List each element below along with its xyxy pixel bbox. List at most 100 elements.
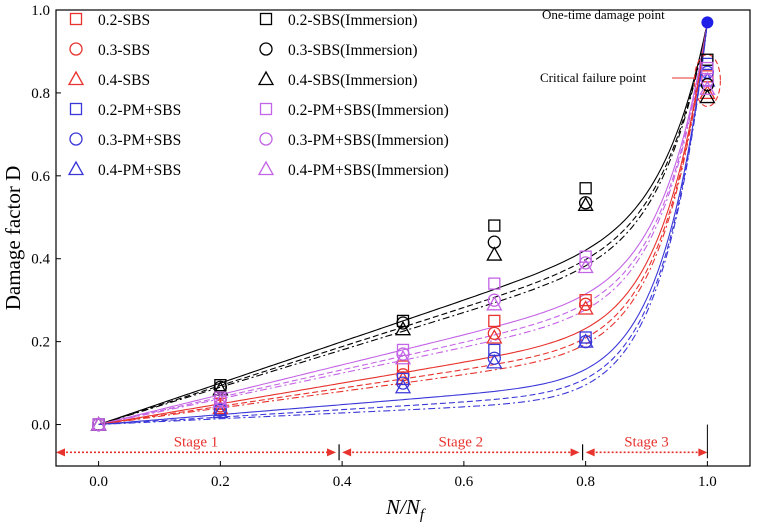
legend-label: 0.4-SBS(Immersion) xyxy=(288,72,418,89)
stage-arrow-head-right xyxy=(327,448,337,457)
x-tick-label: 0.8 xyxy=(576,474,595,490)
fit-curve-pm-dashdot xyxy=(98,22,708,426)
fit-curves xyxy=(98,22,708,426)
data-point-0.2-SBS(Immersion) xyxy=(579,182,592,195)
legend-label: 0.2-SBS xyxy=(98,12,150,29)
data-markers xyxy=(90,53,716,432)
x-axis-label-subscript: f xyxy=(420,507,426,523)
data-point-0.4-PM+SBS(Immersion) xyxy=(577,258,594,274)
data-point-0.2-SBS(Immersion) xyxy=(488,219,501,232)
y-tick-label: 0.6 xyxy=(31,169,50,185)
fit-curve-sbs-dash xyxy=(98,22,708,426)
legend-marker xyxy=(69,12,83,26)
fit-curve-pm-solid xyxy=(98,22,708,426)
legend-label: 0.2-PM+SBS xyxy=(98,102,181,119)
data-point-0.4-SBS xyxy=(486,329,503,344)
data-point-0.2-PM+SBS xyxy=(396,372,410,386)
critical-failure-label: Critical failure point xyxy=(540,70,647,85)
data-point-0.2-PM+SBS xyxy=(579,331,592,344)
stage-arrow-head-right xyxy=(698,448,708,457)
data-point-0.3-PM+SBS(Immersion) xyxy=(578,256,593,270)
stage-arrow-head-left xyxy=(342,448,352,457)
x-tick-label: 0.2 xyxy=(211,474,230,490)
data-point-0.2-SBS xyxy=(579,294,592,307)
legend-label: 0.3-PM+SBS xyxy=(98,132,181,149)
data-point-0.2-PM+SBS(Immersion) xyxy=(701,61,714,75)
data-point-0.4-SBS(Immersion) xyxy=(577,196,594,211)
x-axis-label-main: N/N xyxy=(385,495,421,519)
legend-marker xyxy=(67,160,85,176)
x-tick-label: 0.4 xyxy=(333,474,352,490)
data-point-0.3-PM+SBS xyxy=(487,351,501,365)
data-point-0.4-PM+SBS xyxy=(486,354,503,369)
legend-marker xyxy=(259,42,273,56)
legend-marker xyxy=(259,102,273,116)
legend-label: 0.4-PM+SBS xyxy=(98,162,181,179)
y-tick-label: 0.8 xyxy=(31,86,50,102)
data-point-0.4-PM+SBS(Immersion) xyxy=(212,393,229,408)
legend-marker xyxy=(257,70,275,86)
x-tick-label: 0.6 xyxy=(455,474,474,490)
y-tick-label: 0.2 xyxy=(31,335,50,351)
data-point-0.4-SBS(Immersion) xyxy=(394,320,412,336)
y-axis-label: Damage factor D xyxy=(1,166,25,311)
data-point-0.2-SBS(Immersion) xyxy=(701,53,714,66)
data-point-0.4-SBS xyxy=(699,84,716,100)
data-point-0.4-SBS xyxy=(577,300,594,315)
legend-label: 0.4-SBS xyxy=(98,72,150,89)
data-point-0.4-PM+SBS xyxy=(577,333,594,348)
data-point-0.3-SBS xyxy=(578,297,593,311)
data-point-0.3-PM+SBS(Immersion) xyxy=(700,73,715,88)
stage-layer: Stage 1 Stage 2 Stage 3 xyxy=(56,424,708,461)
legend-marker xyxy=(259,132,273,146)
data-point-0.4-SBS(Immersion) xyxy=(486,246,503,261)
fit-curve-sbs_imm-dashdot xyxy=(98,22,708,426)
data-point-0.3-PM+SBS(Immersion) xyxy=(487,293,501,307)
axis-ticks: 0.0 0.2 0.4 0.6 0.8 1.0 0.0 0.2 0.4 0.6 0.8 1.0 xyxy=(31,3,717,490)
legend-label: 0.3-SBS xyxy=(98,42,150,59)
fit-curve-sbs_imm-dash xyxy=(98,22,708,426)
data-point-0.2-PM+SBS(Immersion) xyxy=(579,250,592,263)
fit-curve-pm-dash xyxy=(98,22,708,426)
stage-arrow-head-right xyxy=(570,448,580,457)
data-point-0.4-PM+SBS(Immersion) xyxy=(394,349,412,365)
data-point-0.2-SBS xyxy=(488,314,501,328)
legend-label: 0.2-SBS(Immersion) xyxy=(288,12,418,29)
critical-failure-ellipse xyxy=(693,53,721,108)
data-point-0.3-PM+SBS(Immersion) xyxy=(396,347,410,361)
data-point-0.3-SBS(Immersion) xyxy=(396,316,410,330)
data-point-0.2-PM+SBS(Immersion) xyxy=(488,277,501,290)
data-point-0.4-PM+SBS(Immersion) xyxy=(699,80,716,95)
legend-label: 0.2-PM+SBS(Immersion) xyxy=(288,102,449,119)
stage-label: Stage 1 xyxy=(174,434,219,450)
legend-label: 0.4-PM+SBS(Immersion) xyxy=(288,162,449,179)
one-time-damage-label: One-time damage point xyxy=(542,7,665,22)
data-point-0.4-PM+SBS(Immersion) xyxy=(486,295,503,311)
legend-label: 0.3-PM+SBS(Immersion) xyxy=(288,132,449,149)
x-tick-label: 0.0 xyxy=(89,474,108,490)
stage-arrow-head-left xyxy=(56,448,65,457)
data-point-0.4-SBS(Immersion) xyxy=(699,88,716,104)
legend-marker xyxy=(257,160,275,176)
y-tick-label: 1.0 xyxy=(31,3,50,19)
x-tick-label: 1.0 xyxy=(698,474,717,490)
data-point-0.4-PM+SBS(Immersion) xyxy=(90,416,107,431)
data-point-0.3-PM+SBS xyxy=(396,376,410,390)
stage-label: Stage 2 xyxy=(439,434,484,450)
legend-marker xyxy=(69,102,83,116)
y-tick-label: 0.4 xyxy=(31,252,50,268)
x-axis-label: N/Nf xyxy=(385,495,426,523)
y-tick-label: 0.0 xyxy=(31,418,50,434)
legend-marker xyxy=(69,132,83,146)
legend-marker xyxy=(69,42,83,56)
stage-label: Stage 3 xyxy=(624,434,669,450)
stage-arrow-head-left xyxy=(585,448,595,457)
data-point-0.2-PM+SBS(Immersion) xyxy=(396,343,410,357)
plot-frame xyxy=(55,9,751,467)
legend: 0.2-SBS 0.3-SBS 0.4-SBS 0.2-PM+SBS 0.3-PM+SB… xyxy=(67,12,449,179)
legend-label: 0.3-SBS(Immersion) xyxy=(288,42,418,59)
one-time-damage-point xyxy=(701,16,714,29)
data-point-0.3-SBS xyxy=(487,326,501,340)
data-point-0.4-PM+SBS xyxy=(212,403,229,419)
